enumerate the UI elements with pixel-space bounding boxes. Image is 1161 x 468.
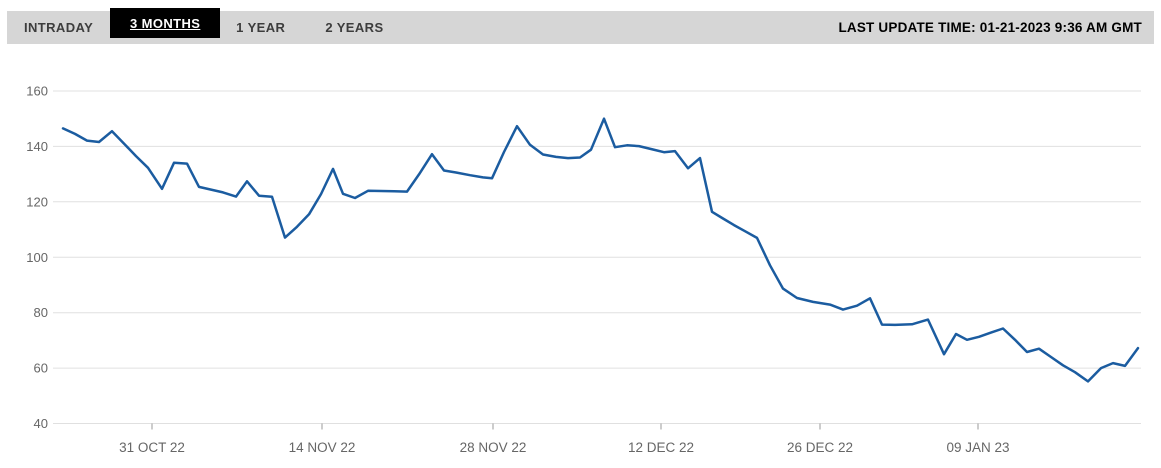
tab-3-months-selected[interactable]: 3 MONTHS: [110, 8, 221, 38]
x-axis-label: 12 DEC 22: [628, 440, 694, 455]
y-axis-label: 60: [34, 361, 48, 376]
y-axis-label: 120: [26, 194, 48, 209]
x-axis-label: 14 NOV 22: [289, 440, 356, 455]
tab-2-years[interactable]: 2 YEARS: [325, 20, 384, 35]
last-update-time: LAST UPDATE TIME: 01-21-2023 9:36 AM GMT: [838, 20, 1142, 35]
x-axis-label: 28 NOV 22: [460, 440, 527, 455]
y-axis-label: 140: [26, 139, 48, 154]
x-axis-label: 09 JAN 23: [946, 440, 1009, 455]
y-axis-label: 100: [26, 250, 48, 265]
time-range-tab-bar: INTRADAY 3 MONTHS 1 YEAR 2 YEARS LAST UP…: [7, 8, 1154, 44]
tab-intraday[interactable]: INTRADAY: [24, 20, 94, 35]
x-axis-label: 31 OCT 22: [119, 440, 185, 455]
price-line-series: [61, 117, 1140, 383]
x-axis-label: 26 DEC 22: [787, 440, 853, 455]
tab-1-year[interactable]: 1 YEAR: [236, 20, 286, 35]
y-axis-label: 160: [26, 84, 48, 99]
y-axis-label: 40: [34, 416, 48, 431]
y-axis-label: 80: [34, 305, 48, 320]
